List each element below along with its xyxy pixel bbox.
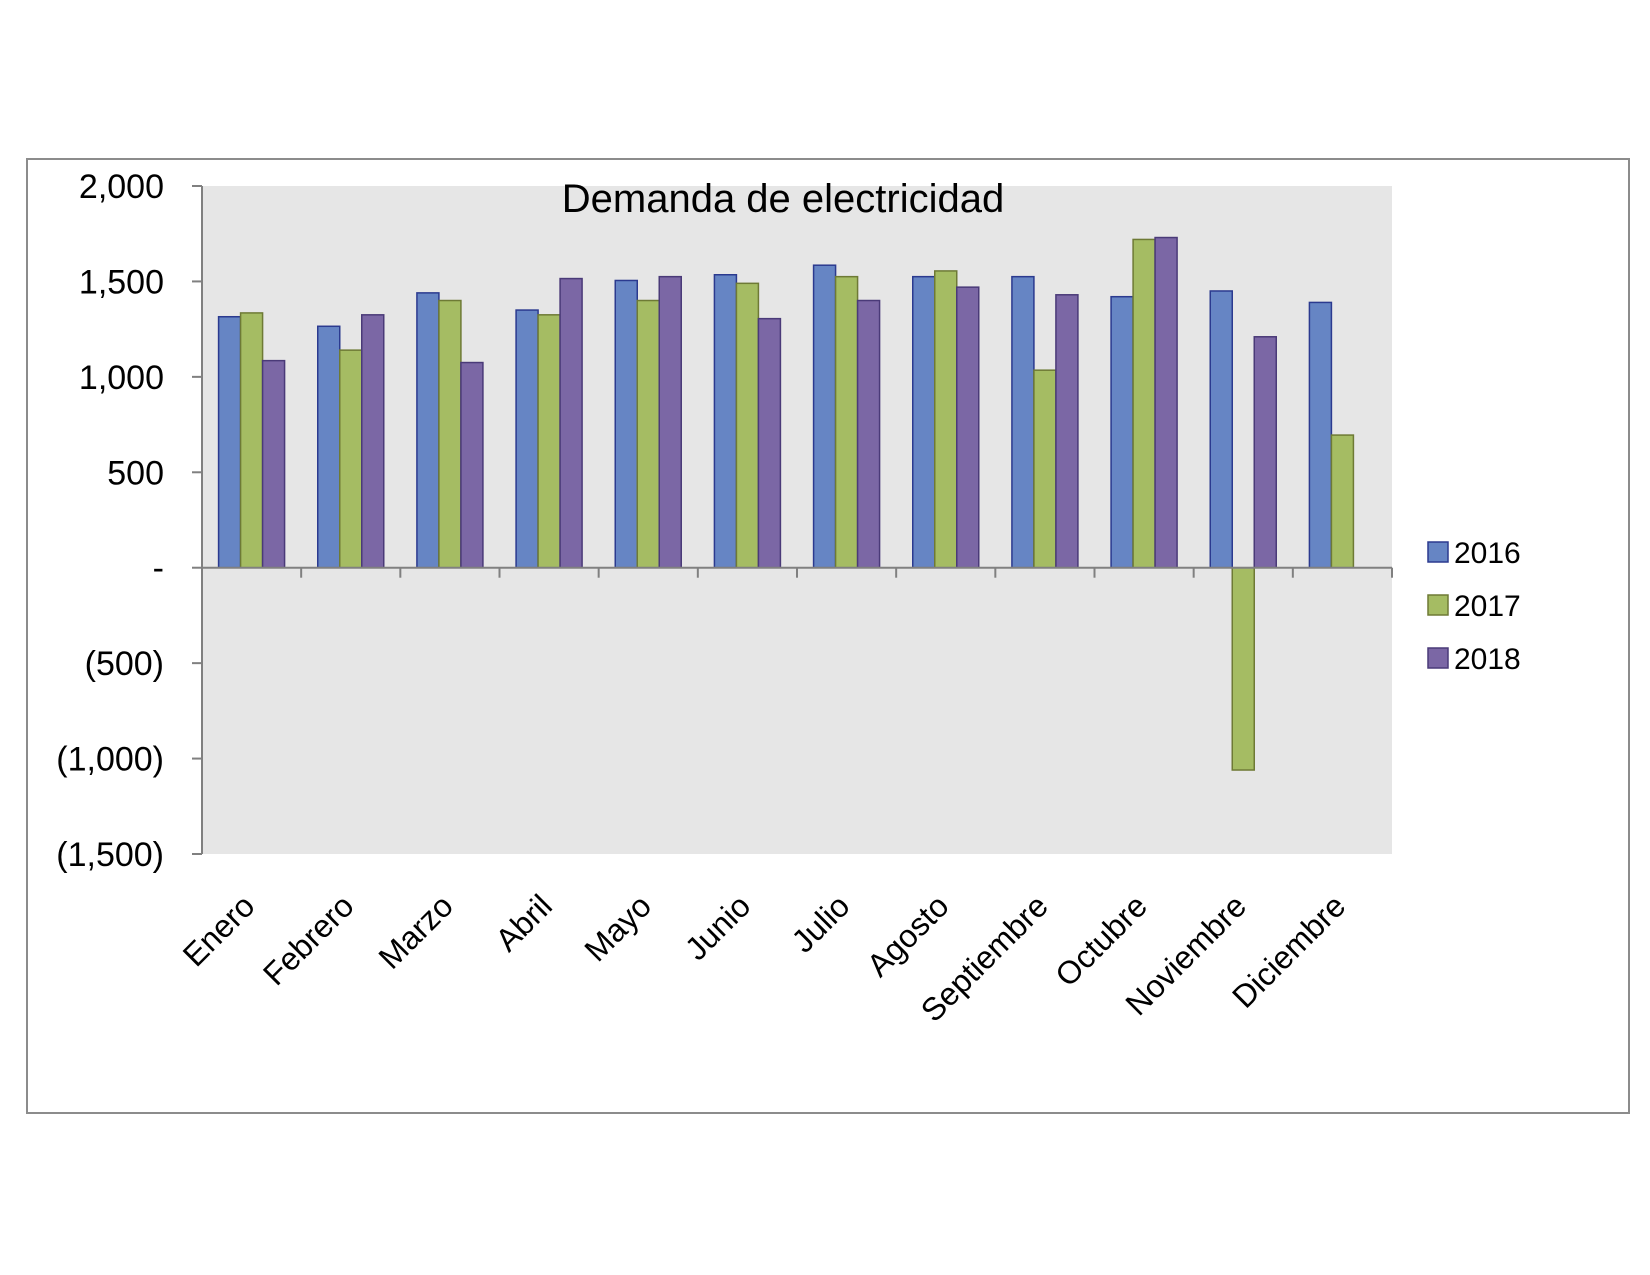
legend-swatch-2016 xyxy=(1427,541,1449,563)
bar-2017-junio xyxy=(735,282,760,569)
bar-2018-junio xyxy=(757,317,782,569)
x-tick-label: Junio xyxy=(678,887,758,967)
legend-swatch-2018 xyxy=(1427,647,1449,669)
bar-2017-octubre xyxy=(1132,238,1156,569)
legend-label-2017: 2017 xyxy=(1454,590,1521,623)
bar-2017-marzo xyxy=(438,299,462,569)
bar-2016-marzo xyxy=(416,292,440,569)
x-tick-label: Julio xyxy=(785,887,857,959)
legend-label-2018: 2018 xyxy=(1454,643,1521,676)
x-axis-ticks xyxy=(300,567,1393,578)
bar-2017-septiembre xyxy=(1033,369,1057,569)
y-axis-labels: 2,000 1,500 1,000 500 - (500) (1,000) (1,500) xyxy=(56,168,164,874)
bar-2017-mayo xyxy=(636,299,660,569)
x-tick-label: Agosto xyxy=(860,887,956,983)
bar-2016-mayo xyxy=(614,279,638,569)
bar-2017-diciembre xyxy=(1330,434,1355,569)
bar-2016-noviembre xyxy=(1209,290,1233,569)
bar-2017-enero xyxy=(239,312,264,569)
x-tick-label: Abril xyxy=(488,887,559,958)
bar-2018-febrero xyxy=(361,314,385,569)
y-tick-label: (1,000) xyxy=(56,741,164,779)
y-tick-label: 1,500 xyxy=(79,263,164,301)
legend: 2016 2017 2018 xyxy=(1427,537,1521,676)
plot-area xyxy=(202,186,1392,854)
bar-2016-diciembre xyxy=(1308,301,1333,569)
bar-2018-noviembre xyxy=(1253,336,1277,569)
bar-2016-abril xyxy=(515,309,539,569)
x-tick-label: Mayo xyxy=(577,887,658,968)
bar-2016-julio xyxy=(812,264,837,569)
chart-frame: 2,000 1,500 1,000 500 - (500) (1,000) (1,500) E… xyxy=(26,158,1630,1114)
bars-group xyxy=(217,236,1355,771)
bar-2018-marzo xyxy=(460,361,484,569)
chart-title: Demanda de electricidad xyxy=(562,177,1004,221)
bar-2016-agosto xyxy=(912,275,936,569)
bar-2018-octubre xyxy=(1154,236,1178,569)
bar-2016-enero xyxy=(217,315,242,569)
bar-2017-abril xyxy=(537,314,561,569)
x-tick-label: Febrero xyxy=(256,887,361,992)
bar-2016-febrero xyxy=(317,325,341,569)
y-tick-label: 500 xyxy=(107,454,164,492)
y-tick-label: - xyxy=(153,550,164,588)
y-tick-label: (1,500) xyxy=(56,836,164,874)
y-tick-label: (500) xyxy=(85,645,164,683)
x-tick-label: Enero xyxy=(176,887,262,973)
bar-2017-noviembre xyxy=(1231,566,1255,771)
bar-2016-junio xyxy=(713,273,738,569)
bar-2017-julio xyxy=(834,275,859,569)
bar-2018-septiembre xyxy=(1055,294,1079,569)
bar-2016-septiembre xyxy=(1011,275,1035,569)
legend-swatch-2017 xyxy=(1427,594,1449,616)
x-tick-label: Marzo xyxy=(372,887,460,975)
bar-2017-febrero xyxy=(339,349,363,569)
bar-2018-julio xyxy=(856,299,881,569)
y-tick-label: 1,000 xyxy=(79,359,164,397)
bar-2018-abril xyxy=(559,277,583,569)
bar-2018-agosto xyxy=(956,286,980,569)
bar-2016-octubre xyxy=(1110,295,1134,569)
bar-2018-mayo xyxy=(658,275,682,569)
bar-2017-agosto xyxy=(934,270,958,569)
chart-svg: 2,000 1,500 1,000 500 - (500) (1,000) (1,500) E… xyxy=(56,168,1521,1029)
legend-label-2016: 2016 xyxy=(1454,537,1521,570)
y-axis-ticks xyxy=(192,185,202,855)
bar-2018-enero xyxy=(261,359,286,569)
y-tick-label: 2,000 xyxy=(79,168,164,206)
